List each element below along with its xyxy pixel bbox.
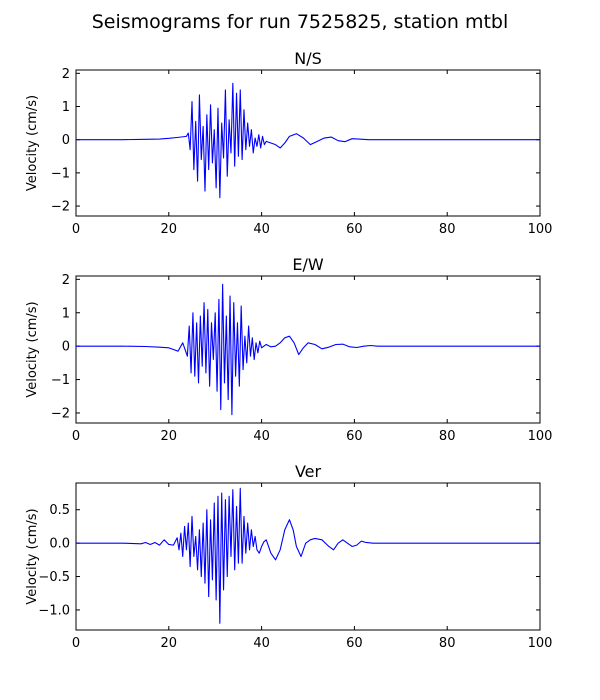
chart-2-ytick-label: 2 [62,273,70,288]
chart-1-ylabel: Velocity (cm/s) [25,95,40,191]
chart-3-xtick-label: 0 [72,636,80,651]
chart-2-ytick-label: −2 [51,406,70,421]
chart-3-ytick-label: −1.0 [38,603,70,618]
chart-1-xtick-label: 20 [161,222,178,237]
chart-3-xtick-label: 80 [439,636,456,651]
chart-2-frame [75,275,541,424]
chart-3: Ver Velocity (cm/s) 0 20 40 60 80 100 −1.0 −0.5 0.… [25,462,552,651]
chart-1-xtick-label: 60 [346,222,363,237]
chart-1-frame [75,69,541,217]
chart-3-xtick-label: 100 [528,636,553,651]
chart-2-ytick-label: −1 [51,373,70,388]
chart-2-xtick-label: 0 [72,429,80,444]
chart-1-ytick-label: 1 [62,100,70,115]
chart-2: E/W Velocity (cm/s) 0 20 40 60 80 100 −2 −1 0 1 2 [25,255,552,444]
chart-1-xtick-label: 80 [439,222,456,237]
figure-title: Seismograms for run 7525825, station mtb… [92,11,509,33]
chart-3-series-trace [76,487,540,624]
chart-1-ytick-label: −1 [51,166,70,181]
chart-1-xtick-label: 40 [253,222,270,237]
chart-3-ytick-label: 0.0 [49,537,70,552]
chart-3-ylabel: Velocity (cm/s) [25,508,40,604]
chart-2-xtick-label: 40 [253,429,270,444]
chart-3-xtick-label: 60 [346,636,363,651]
chart-1-series-trace [76,82,540,199]
chart-2-ytick-label: 0 [62,340,70,355]
chart-1: N/S Velocity (cm/s) 0 20 40 60 80 100 −2 −1 0 1 2 [25,49,552,237]
chart-2-xtick-label: 20 [161,429,178,444]
chart-3-ytick-label: 0.5 [49,503,70,518]
chart-1-ytick-label: −2 [51,200,70,215]
chart-3-xtick-label: 20 [161,636,178,651]
chart-2-ytick-label: 1 [62,306,70,321]
chart-2-xtick-label: 100 [528,429,553,444]
chart-2-ylabel: Velocity (cm/s) [25,301,40,397]
chart-2-xtick-label: 80 [439,429,456,444]
chart-2-xtick-label: 60 [346,429,363,444]
chart-3-ytick-label: −0.5 [38,570,70,585]
chart-1-ytick-label: 2 [62,67,70,82]
chart-2-series-trace [76,283,540,416]
chart-3-title: Ver [295,462,322,481]
chart-3-xtick-label: 40 [253,636,270,651]
chart-1-ytick-label: 0 [62,133,70,148]
chart-1-xtick-label: 0 [72,222,80,237]
chart-3-frame [75,482,541,631]
chart-1-title: N/S [294,49,322,68]
chart-1-xtick-label: 100 [528,222,553,237]
chart-2-title: E/W [292,255,324,274]
